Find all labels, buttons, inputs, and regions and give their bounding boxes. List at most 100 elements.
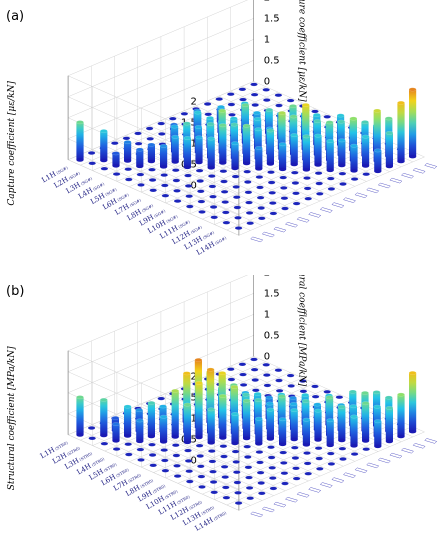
bar: [195, 168, 204, 173]
bar: [298, 379, 307, 383]
bar: [262, 362, 271, 367]
bar: [337, 138, 346, 168]
bar: [280, 196, 289, 201]
z-axis-title-right: Structural coefficient [MPa/kN]: [297, 275, 307, 387]
bar: [100, 129, 108, 163]
column-tick-mark: [366, 187, 380, 194]
bar: [209, 205, 218, 209]
bar: [222, 495, 231, 500]
bar: [292, 191, 300, 196]
bar: [256, 195, 265, 200]
column-tick-mark: [343, 472, 356, 478]
bar: [233, 205, 242, 210]
bar: [198, 484, 206, 489]
bar: [183, 136, 192, 170]
bar: [145, 126, 154, 131]
bar: [149, 463, 157, 468]
bar: [281, 206, 289, 211]
z-tick-right: 0.5: [264, 55, 280, 66]
bar: [262, 373, 271, 378]
bar: [267, 180, 276, 185]
bar: [148, 178, 157, 182]
bar: [112, 151, 120, 168]
bar: [385, 405, 394, 444]
bar: [232, 184, 240, 189]
bar: [160, 448, 168, 453]
column-tick-mark: [331, 202, 345, 208]
bar: [168, 116, 177, 121]
bar: [196, 189, 205, 194]
bar: [339, 182, 347, 186]
bar: [302, 417, 311, 447]
bar: [76, 120, 84, 162]
bar: [239, 372, 247, 377]
bar: [243, 444, 251, 449]
bar: [314, 133, 322, 167]
bar: [243, 180, 252, 184]
bar: [268, 465, 277, 470]
bar: [173, 463, 181, 468]
bar: [299, 389, 308, 394]
bar: [220, 454, 228, 459]
bar: [315, 466, 324, 471]
z-axis-title-right: Capture coefficient [με/kN]: [297, 0, 307, 102]
bar: [226, 367, 235, 372]
bar: [233, 480, 242, 485]
capture-coefficient-chart: 000.50.5111.51.522L1H(SG#)L2H(SG#)L3H(SG…: [6, 0, 438, 257]
bar: [208, 459, 217, 464]
bar: [267, 445, 275, 450]
bar: [287, 384, 296, 388]
z-axis-title-left: Capture coefficient [με/kN]: [7, 81, 17, 206]
bar: [134, 141, 143, 146]
bar: [290, 170, 299, 175]
z-tick-right: 0: [264, 76, 270, 87]
bar: [245, 485, 254, 490]
bar: [311, 109, 319, 114]
bar: [88, 161, 96, 166]
bar: [311, 384, 319, 389]
column-tick-mark: [389, 452, 403, 459]
bar: [243, 455, 252, 459]
bar: [314, 171, 323, 176]
bar: [268, 201, 277, 206]
bar: [315, 456, 324, 461]
bar: [268, 476, 277, 481]
column-tick-mark: [261, 231, 275, 238]
bar: [314, 446, 323, 451]
bar: [185, 194, 193, 199]
column-tick-mark: [308, 212, 322, 218]
bar: [291, 181, 300, 185]
bar: [315, 191, 324, 196]
bar: [204, 112, 212, 117]
bar: [184, 458, 193, 463]
bar: [338, 446, 347, 451]
bar: [268, 190, 277, 195]
bar: [245, 210, 254, 215]
z-tick-right: 0: [264, 351, 270, 362]
bar: [196, 464, 205, 469]
bar: [197, 474, 206, 479]
bar: [231, 449, 240, 454]
bar: [159, 143, 168, 169]
bar: [112, 422, 120, 443]
bar: [279, 460, 288, 465]
bar: [250, 367, 259, 372]
bar: [335, 395, 344, 400]
bar: [250, 92, 259, 97]
bar: [263, 383, 272, 388]
z-tick-right: 1: [264, 34, 270, 45]
bar: [112, 172, 121, 177]
bar: [256, 185, 264, 190]
column-tick-mark: [285, 221, 298, 228]
bar: [290, 133, 299, 167]
bar: [221, 210, 230, 215]
column-tick-mark: [412, 168, 426, 174]
column-tick-mark: [343, 197, 356, 203]
column-tick-mark: [250, 511, 264, 518]
bar: [87, 151, 96, 155]
bar: [148, 442, 156, 447]
bar: [88, 436, 96, 441]
bar: [160, 183, 169, 188]
bar: [161, 468, 170, 473]
bar: [208, 184, 217, 189]
